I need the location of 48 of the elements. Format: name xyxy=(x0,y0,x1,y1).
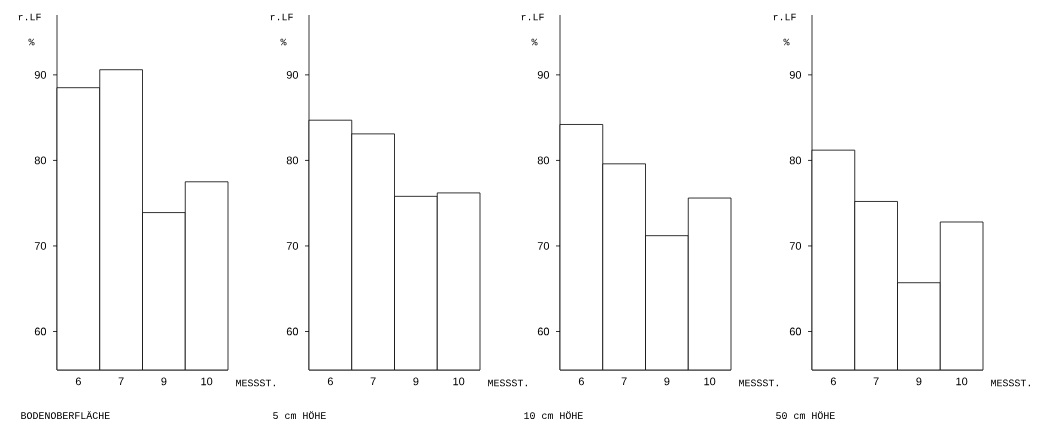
y-axis-title: r.LF xyxy=(270,13,293,21)
text: % xyxy=(280,38,287,46)
x-tick-label: 7 xyxy=(370,377,376,386)
text: % xyxy=(531,38,538,46)
y-tick-label: 90 xyxy=(34,71,47,79)
x-tick-label: 10 xyxy=(704,377,716,386)
x-tick-label: 7 xyxy=(873,377,879,386)
x-tick-label: 9 xyxy=(161,377,167,386)
y-tick-label: 90 xyxy=(286,71,299,79)
x-tick-label: 6 xyxy=(830,377,836,386)
text: 50 cm HÖHE xyxy=(776,410,835,419)
y-tick-label: 80 xyxy=(789,156,802,165)
y-tick-label: 90 xyxy=(789,71,802,79)
y-tick-label: 70 xyxy=(34,242,47,250)
x-tick-label: 6 xyxy=(327,377,333,386)
x-axis-title: MESSST. xyxy=(488,379,527,387)
y-tick-label: 80 xyxy=(537,156,550,165)
y-axis-title: r.LF xyxy=(773,13,796,21)
x-axis-title: MESSST. xyxy=(739,379,778,387)
x-axis-title: MESSST. xyxy=(991,379,1030,387)
x-tick-label: 7 xyxy=(621,377,627,386)
text: 5 cm HÖHE xyxy=(273,410,326,419)
y-tick-label: 80 xyxy=(34,156,47,165)
text: % xyxy=(783,38,790,46)
x-tick-label: 10 xyxy=(201,377,213,386)
x-tick-label: 10 xyxy=(453,377,465,386)
text: 10 cm HÖHE xyxy=(524,410,583,419)
y-tick-label: 60 xyxy=(789,327,802,336)
text: % xyxy=(28,38,35,46)
y-tick-label: 60 xyxy=(286,327,299,336)
x-tick-label: 9 xyxy=(916,377,922,386)
y-tick-label: 70 xyxy=(286,242,299,250)
y-axis-title: r.LF xyxy=(521,13,544,21)
x-tick-label: 7 xyxy=(118,377,124,386)
y-tick-label: 90 xyxy=(537,71,550,79)
x-tick-label: 6 xyxy=(578,377,584,386)
y-axis-title: r.LF xyxy=(18,13,41,21)
x-tick-label: 6 xyxy=(75,377,81,386)
x-axis-title: MESSST. xyxy=(236,379,275,387)
y-tick-label: 60 xyxy=(537,327,550,336)
x-tick-label: 10 xyxy=(956,377,968,386)
y-tick-label: 60 xyxy=(34,327,47,336)
y-tick-label: 70 xyxy=(789,242,802,250)
text: BODENOBERFLÄCHE xyxy=(21,410,110,419)
y-tick-label: 70 xyxy=(537,242,550,250)
y-tick-label: 80 xyxy=(286,156,299,165)
x-tick-label: 9 xyxy=(664,377,670,386)
x-tick-label: 9 xyxy=(413,377,419,386)
